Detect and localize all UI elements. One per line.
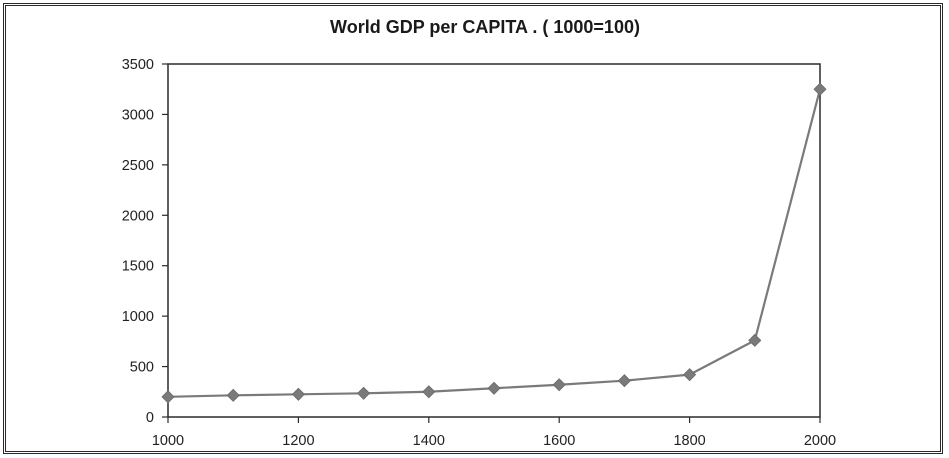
x-tick-label: 2000	[804, 433, 836, 449]
plot-box	[167, 63, 821, 418]
x-tick-label: 1000	[152, 433, 184, 449]
y-tick-label: 500	[130, 360, 154, 376]
x-tick-label: 1800	[673, 433, 705, 449]
series-layer	[161, 82, 827, 404]
y-tick-label: 2500	[122, 158, 154, 174]
data-point-marker	[683, 368, 697, 382]
x-tick-label: 1200	[282, 433, 314, 449]
x-axis: 1000 1200 1400 1600 1800 2000	[152, 417, 836, 449]
y-tick-label: 0	[146, 410, 154, 426]
y-tick-label: 3000	[122, 107, 154, 123]
chart-border	[3, 3, 943, 454]
chart-title: World GDP per CAPITA . ( 1000=100)	[330, 17, 640, 37]
x-tick-label: 1600	[543, 433, 575, 449]
y-tick-label: 1500	[122, 259, 154, 275]
data-point-marker	[422, 385, 436, 399]
data-point-marker	[813, 82, 827, 96]
data-point-marker	[748, 333, 762, 347]
x-tick-label: 1400	[413, 433, 445, 449]
y-tick-label: 3500	[122, 57, 154, 73]
data-point-marker	[226, 388, 240, 402]
data-point-marker	[291, 387, 305, 401]
plot-area	[167, 63, 821, 418]
data-point-marker	[487, 381, 501, 395]
data-point-marker	[357, 386, 371, 400]
data-point-marker	[552, 378, 566, 392]
data-point-marker	[617, 374, 631, 388]
y-axis: 0 500 1000 1500 2000 2500 3000 3500	[122, 57, 168, 426]
y-tick-label: 1000	[122, 309, 154, 325]
data-point-marker	[161, 390, 175, 404]
y-tick-label: 2000	[122, 208, 154, 224]
